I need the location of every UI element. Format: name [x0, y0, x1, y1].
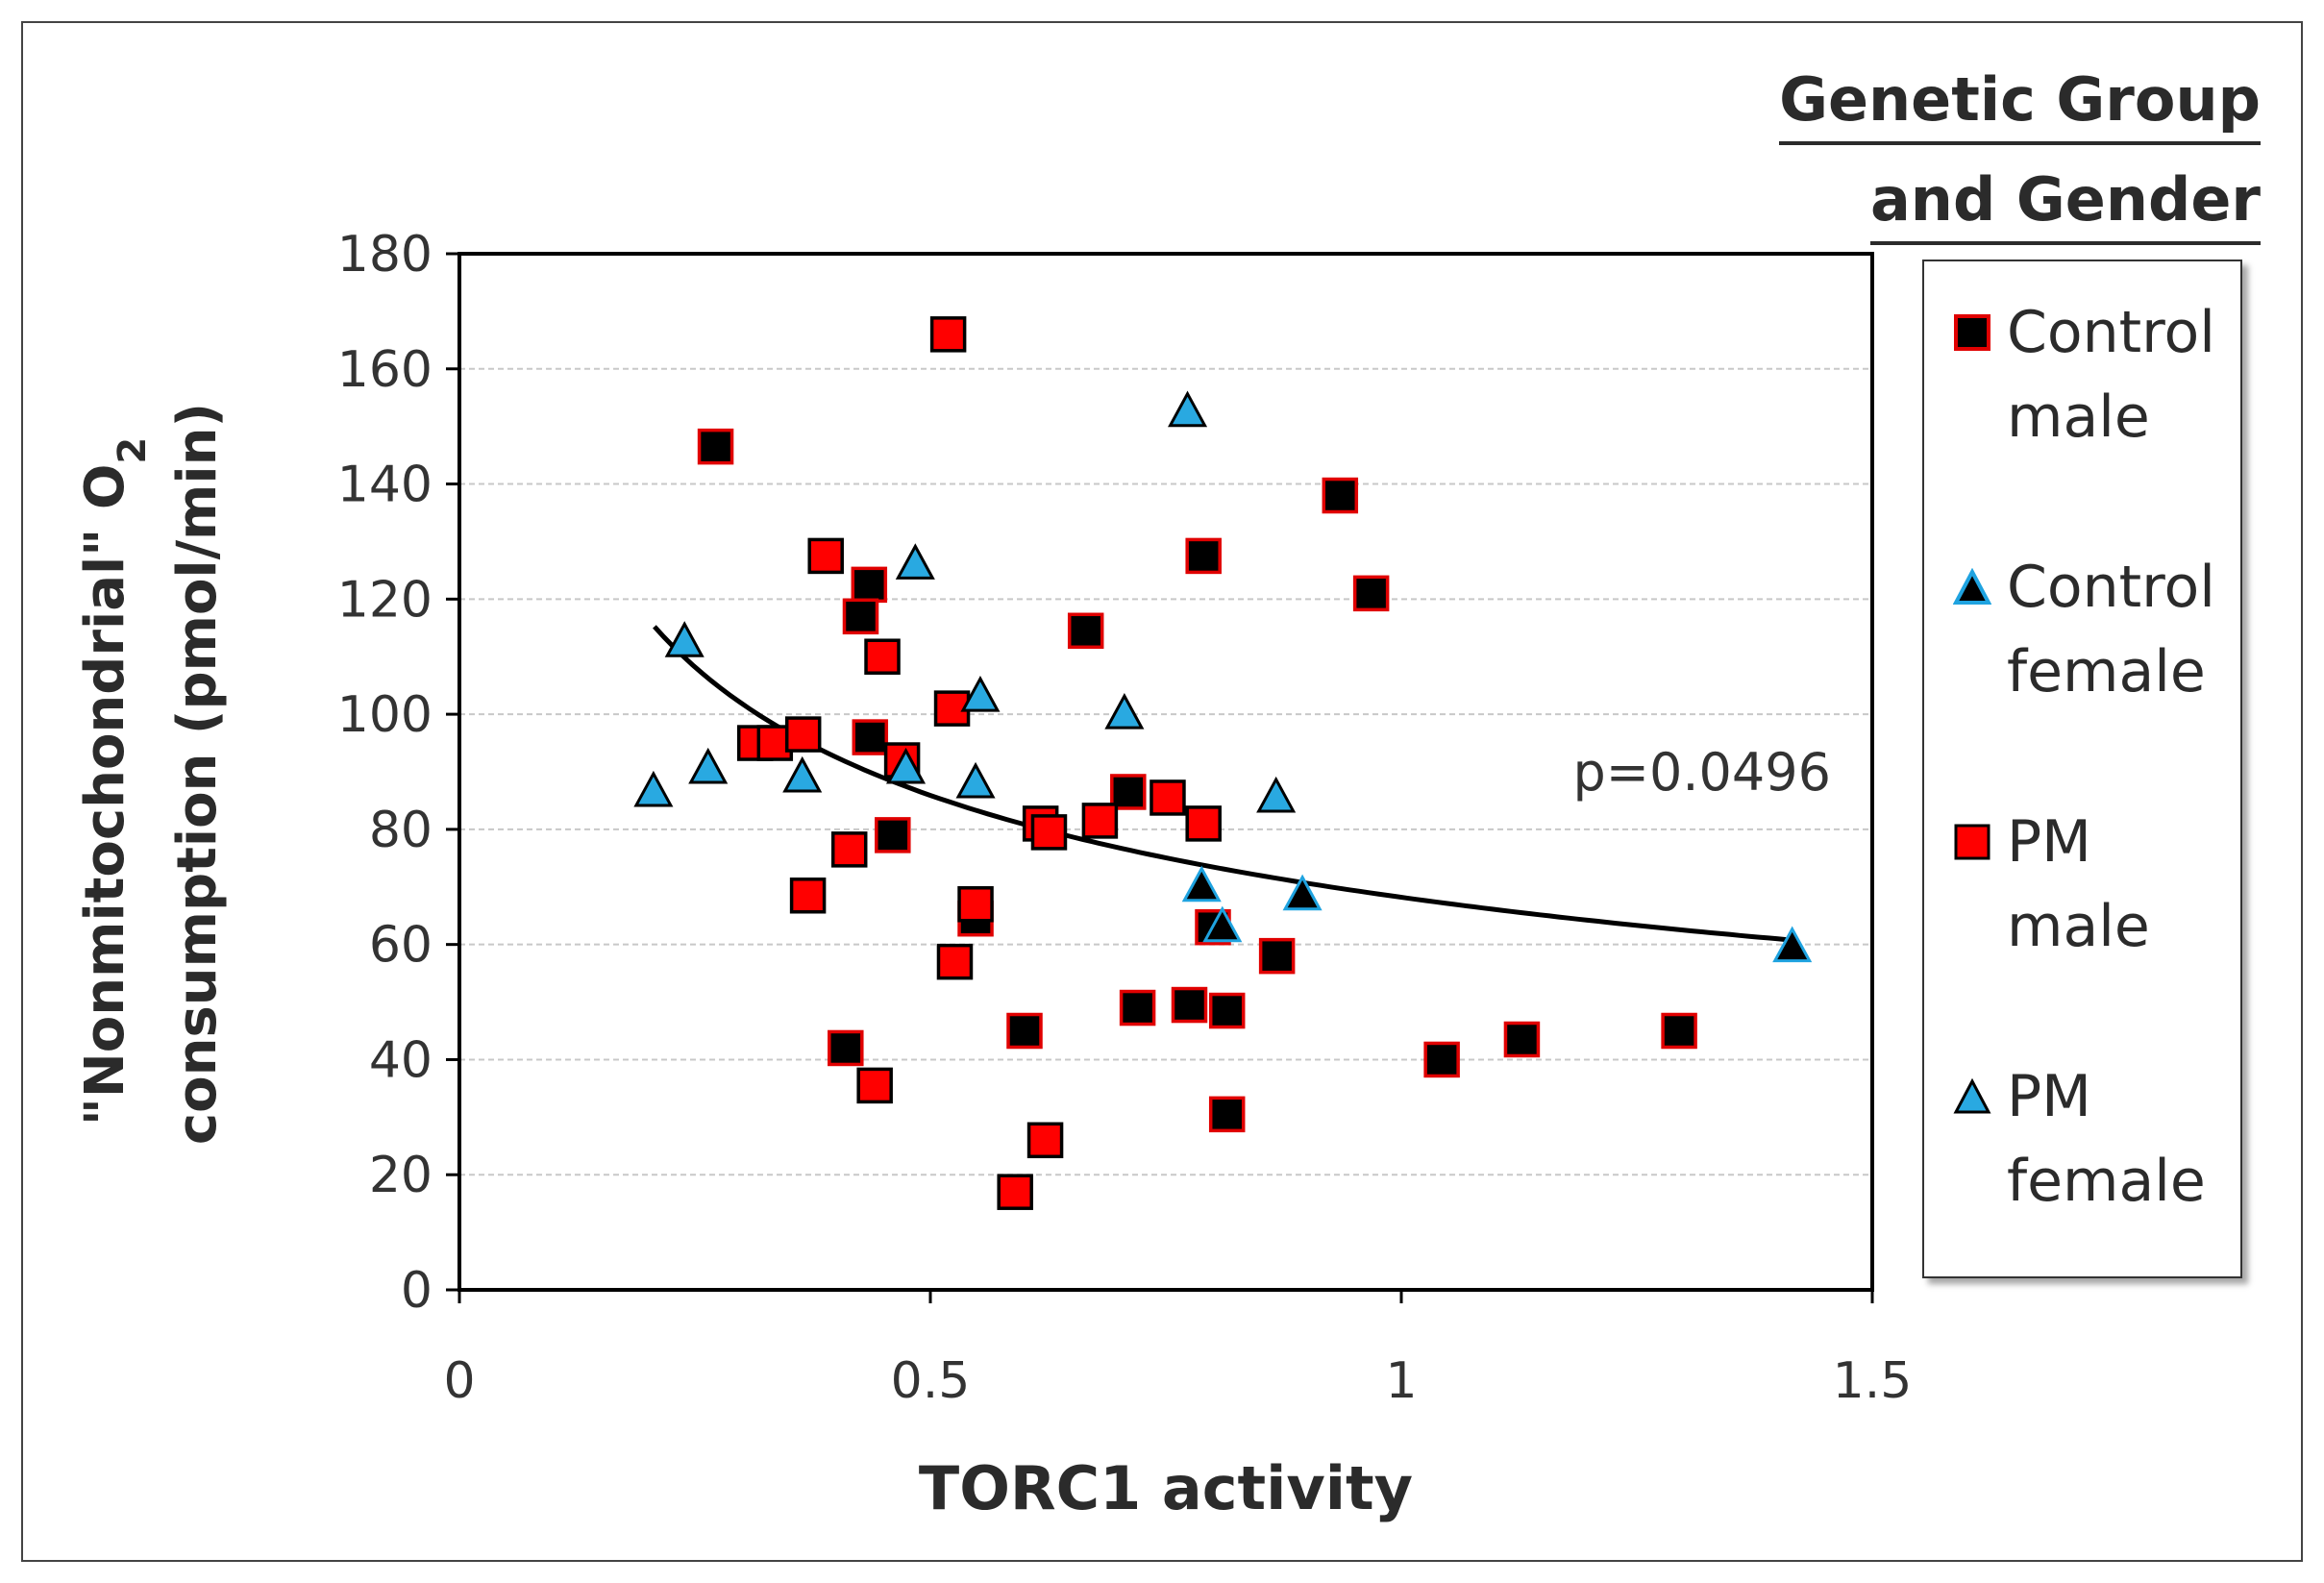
- point-pm-male: [1150, 779, 1186, 816]
- point-pm-male: [1185, 805, 1222, 842]
- point-control-female: [1202, 905, 1243, 943]
- point-control-female: [1772, 926, 1813, 963]
- point-pm-female: [664, 621, 705, 657]
- point-pm-male: [929, 316, 967, 353]
- y-tick-label: 100: [337, 686, 433, 744]
- point-pm-female: [782, 755, 823, 793]
- legend-label-pm-female: PM female: [2007, 1063, 2206, 1215]
- legend-label-control-female: Control female: [2007, 554, 2215, 705]
- point-control-male: [1119, 989, 1156, 1026]
- x-tick-label: 0: [443, 1352, 475, 1410]
- point-control-male: [1322, 477, 1359, 514]
- y-axis-label-subscript: 2: [111, 437, 155, 464]
- point-pm-male: [784, 716, 822, 753]
- point-control-male: [1208, 1096, 1246, 1133]
- point-control-male: [842, 598, 879, 635]
- trendline: [653, 625, 1797, 944]
- point-pm-female: [688, 747, 729, 784]
- y-tick-label: 0: [401, 1262, 433, 1320]
- point-pm-female: [1104, 692, 1145, 730]
- y-tick-label: 40: [369, 1031, 433, 1089]
- x-axis-label: TORC1 activity: [919, 1453, 1413, 1523]
- point-pm-female: [955, 761, 996, 799]
- point-pm-male: [1081, 803, 1119, 839]
- point-pm-male: [1030, 814, 1068, 851]
- y-tick-label: 180: [337, 226, 433, 284]
- point-control-female: [1282, 874, 1323, 911]
- y-axis-label-line2: consumption (pmol/min): [166, 403, 229, 1145]
- y-tick-label: 160: [337, 341, 433, 399]
- point-control-male: [1661, 1012, 1697, 1050]
- legend-label-pm-male: PM male: [2007, 808, 2150, 960]
- y-axis-label-line1: "Nonmitochondrial" O2: [74, 437, 155, 1126]
- legend-marker-pm-male: [1954, 824, 1990, 860]
- point-pm-male: [957, 885, 994, 923]
- point-control-female: [1181, 865, 1222, 903]
- point-control-male: [1503, 1021, 1541, 1058]
- point-pm-male: [997, 1174, 1033, 1210]
- point-control-male: [852, 719, 889, 755]
- point-control-male: [875, 817, 911, 853]
- point-control-male: [1352, 575, 1390, 612]
- point-pm-female: [885, 747, 927, 784]
- point-pm-male: [936, 943, 974, 980]
- point-pm-female: [895, 543, 935, 580]
- point-control-male: [1067, 612, 1104, 650]
- legend-title: Genetic Group and Gender: [1779, 50, 2261, 250]
- point-pm-male: [1026, 1122, 1064, 1159]
- point-pm-male: [807, 537, 844, 575]
- point-pm-female: [960, 676, 1001, 712]
- point-control-male: [697, 428, 734, 465]
- point-control-male: [1208, 992, 1246, 1029]
- legend-title-line2: and Gender: [1869, 159, 2261, 245]
- point-control-male: [1006, 1012, 1043, 1050]
- point-pm-male: [864, 638, 901, 675]
- y-tick-label: 20: [369, 1147, 433, 1204]
- y-tick-label: 80: [369, 802, 433, 859]
- point-pm-female: [1256, 776, 1297, 813]
- x-tick-label: 0.5: [891, 1352, 971, 1410]
- x-tick-label: 1.5: [1833, 1352, 1913, 1410]
- point-pm-male: [830, 831, 868, 868]
- legend-marker-pm-female: [1953, 1077, 1991, 1114]
- legend-marker-control-male: [1954, 314, 1990, 351]
- point-control-male: [1185, 537, 1222, 575]
- p-value-annotation: p=0.0496: [1573, 742, 1831, 803]
- point-control-male: [1258, 937, 1296, 975]
- point-pm-female: [1168, 390, 1208, 428]
- point-pm-male: [789, 878, 827, 914]
- point-control-male: [828, 1029, 864, 1067]
- y-tick-label: 60: [369, 917, 433, 975]
- point-pm-female: [633, 770, 674, 807]
- point-control-male: [1423, 1041, 1460, 1078]
- point-control-male: [851, 566, 888, 604]
- legend-marker-control-female: [1953, 568, 1991, 605]
- legend-label-control-male: Control male: [2007, 299, 2215, 451]
- legend-title-line1: Genetic Group: [1779, 59, 2261, 145]
- point-control-male: [1171, 986, 1208, 1024]
- plot-area: [457, 252, 1874, 1292]
- y-tick-label: 140: [337, 457, 433, 514]
- x-tick-label: 1: [1385, 1352, 1417, 1410]
- y-tick-label: 120: [337, 571, 433, 629]
- point-pm-male: [856, 1067, 893, 1104]
- legend: Control male Control female PM male PM f…: [1922, 260, 2242, 1278]
